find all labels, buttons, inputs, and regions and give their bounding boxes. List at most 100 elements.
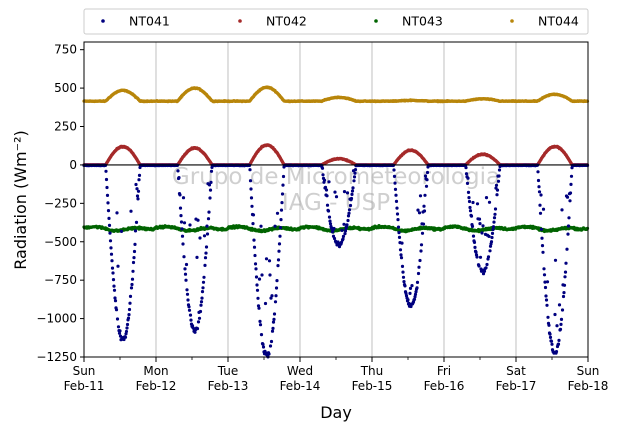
plot-frame-bg	[84, 42, 588, 357]
data-point	[182, 255, 186, 259]
data-point	[561, 294, 566, 299]
data-point	[202, 234, 207, 238]
data-point	[251, 213, 256, 217]
data-point	[105, 185, 109, 190]
data-point	[342, 222, 346, 226]
data-point	[259, 224, 263, 228]
data-point	[343, 232, 347, 236]
data-point	[336, 240, 340, 244]
data-point	[187, 305, 191, 309]
data-point	[132, 256, 136, 260]
data-point	[557, 338, 561, 342]
data-point	[556, 342, 561, 346]
data-point	[538, 211, 543, 215]
data-point	[203, 256, 208, 260]
data-point	[263, 301, 268, 306]
data-point	[268, 273, 272, 277]
data-point	[131, 260, 136, 265]
data-point	[424, 184, 429, 188]
data-point	[181, 242, 185, 246]
data-point	[401, 275, 406, 279]
data-point	[119, 229, 124, 233]
data-point	[198, 236, 202, 240]
data-point	[270, 329, 275, 333]
data-point	[467, 199, 472, 204]
data-point	[196, 218, 200, 222]
data-point	[482, 269, 487, 273]
data-point	[406, 298, 410, 302]
legend-label-nt043: NT043	[402, 14, 443, 29]
data-point	[125, 326, 129, 330]
data-point	[488, 244, 493, 248]
data-point	[205, 232, 210, 236]
data-point	[258, 323, 263, 327]
data-point	[176, 169, 180, 173]
data-point	[197, 316, 202, 320]
data-point	[399, 256, 404, 260]
data-point	[204, 245, 209, 249]
data-point	[539, 193, 543, 197]
data-point	[196, 320, 201, 324]
data-point	[553, 312, 557, 317]
data-point	[492, 220, 496, 224]
data-point	[116, 325, 121, 329]
y-axis-label-text: Radiation (Wm⁻²)	[11, 130, 30, 269]
data-point	[189, 318, 193, 322]
data-point	[116, 264, 120, 268]
y-tick-label: 750	[54, 43, 77, 57]
data-point	[490, 235, 494, 240]
data-point	[541, 250, 545, 254]
legend-label-nt042: NT042	[266, 14, 307, 29]
data-point	[563, 275, 567, 279]
data-point	[279, 208, 284, 212]
data-point	[201, 280, 206, 284]
data-point	[124, 329, 129, 334]
y-tick-label: −1000	[36, 312, 77, 326]
data-point	[487, 200, 492, 204]
data-point	[279, 218, 283, 222]
data-point	[195, 327, 200, 331]
x-tick-date: Feb-14	[280, 379, 321, 393]
x-tick-date: Feb-18	[568, 379, 609, 393]
data-point	[564, 261, 568, 265]
data-point	[110, 266, 115, 270]
data-point	[558, 327, 563, 331]
data-point	[184, 278, 188, 282]
data-point	[397, 231, 401, 235]
data-point	[260, 273, 264, 277]
data-point	[112, 288, 117, 292]
data-point	[550, 342, 554, 346]
data-point	[401, 270, 405, 274]
data-point	[399, 253, 403, 257]
data-point	[562, 291, 566, 295]
data-point	[346, 214, 351, 218]
data-point	[543, 285, 548, 290]
data-point	[281, 183, 285, 187]
data-point	[133, 242, 137, 246]
data-point	[333, 190, 337, 194]
data-point	[252, 245, 257, 249]
data-point	[325, 203, 330, 207]
data-point	[537, 185, 541, 189]
data-point	[353, 168, 358, 172]
data-point	[421, 222, 426, 226]
data-point	[275, 211, 280, 215]
data-point	[475, 255, 479, 259]
data-point	[347, 211, 351, 215]
legend-marker-nt044	[510, 19, 514, 23]
data-point	[544, 294, 548, 298]
data-point	[267, 352, 271, 356]
data-point	[270, 294, 274, 298]
data-point	[132, 249, 137, 254]
data-point	[496, 179, 501, 183]
legend-marker-nt042	[238, 19, 242, 23]
data-point	[178, 206, 183, 210]
data-point	[332, 236, 337, 241]
y-axis: −1250 −1000 −750 −500 −250 0 250 500 750	[36, 43, 84, 364]
data-point	[420, 231, 425, 235]
data-point	[569, 182, 573, 186]
data-point	[280, 201, 284, 205]
data-point	[566, 232, 570, 236]
data-point	[185, 292, 190, 296]
data-point	[396, 225, 401, 229]
